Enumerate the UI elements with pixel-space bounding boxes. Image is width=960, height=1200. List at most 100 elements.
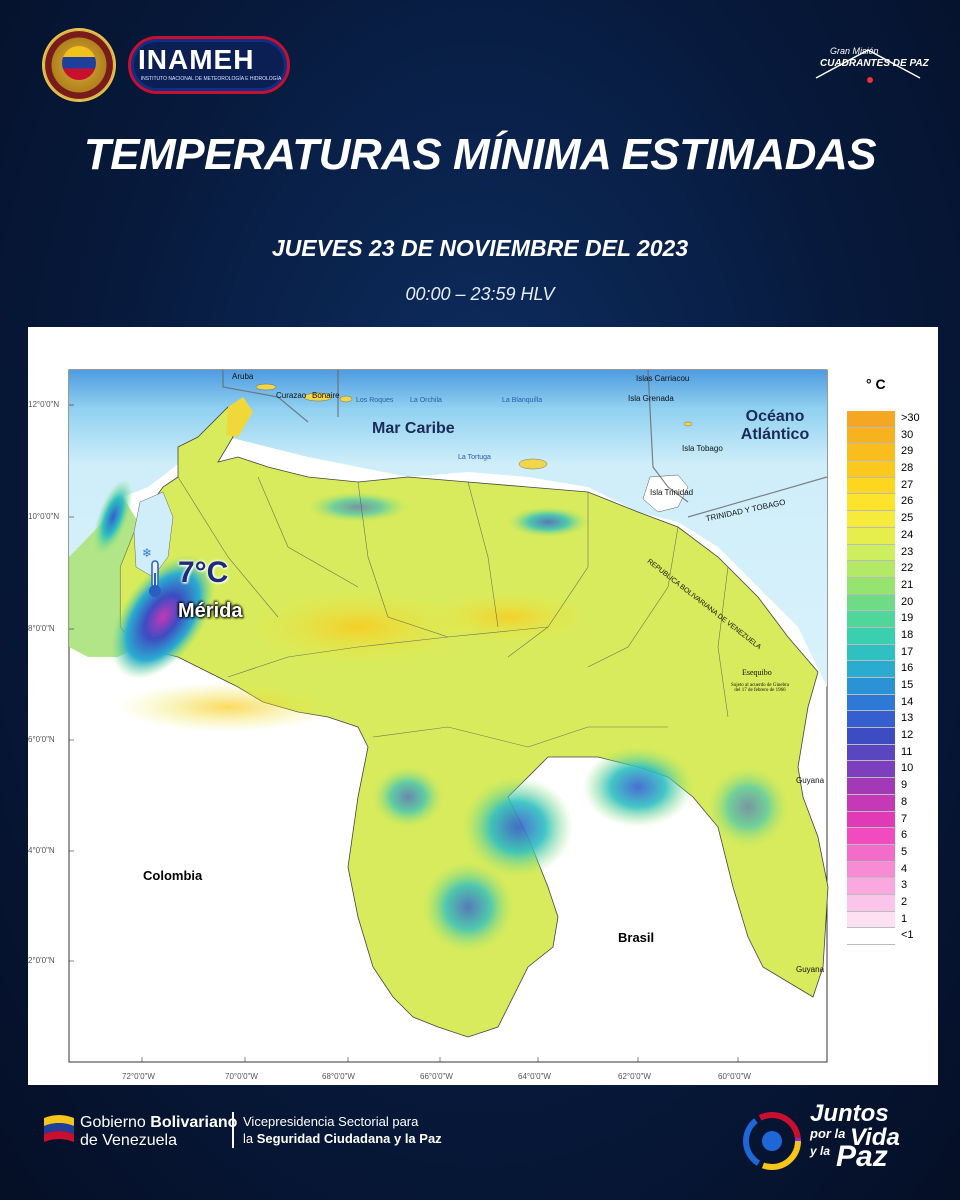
legend-item: 5 [847, 844, 907, 862]
legend-swatch [847, 878, 895, 894]
legend-label: 7 [901, 812, 908, 825]
legend-swatch [847, 461, 895, 477]
temperature-map [68, 369, 829, 1063]
legend-label: <1 [901, 929, 914, 942]
country-label-brasil: Brasil [618, 930, 655, 945]
lon-tick: 60°0'0"W [718, 1072, 751, 1081]
island-label: Isla Tobago [682, 444, 723, 453]
legend-label: 16 [901, 662, 914, 675]
gran-mision-label: Gran Misión [830, 46, 879, 56]
island-label: La Tortuga [458, 454, 491, 461]
page-title: TEMPERATURAS MÍNIMA ESTIMADAS [83, 130, 877, 179]
slogan-juntos: Juntos [810, 1100, 889, 1127]
slogan-vida: Vida [850, 1124, 900, 1151]
legend-item: 9 [847, 778, 907, 795]
legend-item: <1 [847, 928, 914, 945]
legend-label: 6 [901, 829, 908, 842]
forecast-time-range: 00:00 – 23:59 HLV [405, 284, 555, 304]
legend-label: 10 [901, 762, 914, 775]
legend-item: 13 [847, 711, 913, 729]
legend-label: 11 [901, 745, 913, 758]
legend-label: 3 [901, 879, 908, 892]
legend-label: 12 [901, 729, 914, 742]
country-label-guyana: Guyana [796, 776, 825, 785]
slogan-paz: Paz [836, 1140, 888, 1173]
svg-text:❄: ❄ [142, 546, 152, 560]
legend-label: 17 [901, 645, 914, 658]
sea-label-caribe: Mar Caribe [372, 420, 455, 437]
island-label: Aruba [232, 372, 254, 381]
inameh-logo-text: INAMEH [138, 44, 255, 75]
legend-swatch [847, 661, 895, 677]
legend-swatch [847, 728, 895, 744]
legend: >30 30 29 28 27 26 25 24 23 22 21 20 19 18 17 16 15 14 13 1… [847, 411, 920, 945]
slogan-y-la: y la [810, 1144, 831, 1158]
venezuela-flag-icon [44, 1115, 74, 1142]
legend-swatch [847, 711, 895, 728]
legend-swatch [847, 527, 895, 544]
lon-tick: 70°0'0"W [225, 1072, 258, 1081]
country-label-colombia: Colombia [143, 868, 203, 883]
legend-label: 14 [901, 695, 914, 708]
legend-label: >30 [901, 412, 920, 424]
legend-item: 22 [847, 561, 913, 578]
gobierno-label: Gobierno Bolivariano [80, 1114, 238, 1131]
island-label: Los Roques [356, 397, 394, 404]
lat-tick: 8°0'0"N [28, 624, 55, 633]
legend-label: 23 [901, 545, 914, 558]
slogan-por-la: por la [810, 1126, 846, 1141]
legend-swatch [847, 928, 895, 944]
legend-item: 19 [847, 611, 913, 628]
legend-label: 25 [901, 512, 914, 525]
legend-item: 7 [847, 811, 907, 829]
island-label: Isla Trinidad [650, 488, 694, 497]
lat-tick: 10°0'0"N [28, 512, 60, 521]
legend-swatch [847, 894, 895, 911]
country-label-guyana: Guyana [796, 965, 825, 974]
legend-item: 16 [847, 661, 913, 678]
legend-swatch [847, 744, 895, 761]
thermometer-icon: ❄ [142, 546, 161, 597]
legend-swatch [847, 444, 895, 461]
lon-tick: 66°0'0"W [420, 1072, 453, 1081]
cuadrantes-de-paz-logo [815, 49, 921, 83]
legend-item: 28 [847, 461, 913, 478]
legend-label: 15 [901, 679, 914, 691]
legend-item: >30 [847, 411, 920, 428]
legend-item: 10 [847, 761, 913, 779]
legend-swatch [847, 811, 895, 828]
legend-item: 30 [847, 427, 913, 445]
legend-label: 30 [901, 428, 914, 441]
legend-item: 14 [847, 694, 913, 712]
legend-item: 11 [847, 744, 912, 762]
sea-label-atlantico: Océano Atlántico [740, 408, 810, 443]
venezuela-flag-icon [62, 46, 96, 80]
legend-swatch [847, 494, 895, 511]
lon-tick: 62°0'0"W [618, 1072, 651, 1081]
legend-label: 28 [901, 462, 914, 475]
legend-label: 21 [901, 578, 914, 591]
legend-swatch [847, 694, 895, 711]
legend-swatch [847, 644, 895, 661]
legend-swatch [847, 577, 895, 594]
legend-label: 22 [901, 562, 914, 575]
inameh-logo [128, 36, 290, 94]
legend-label: 26 [901, 495, 914, 508]
footer-divider [232, 1112, 234, 1148]
legend-swatch [847, 828, 895, 844]
forecast-date: JUEVES 23 DE NOVIEMBRE DEL 2023 [271, 235, 689, 261]
legend-swatch [847, 678, 895, 694]
vicepresidencia-label: Vicepresidencia Sectorial para [243, 1114, 419, 1129]
legend-label: 5 [901, 845, 908, 858]
min-temp-value: 7°C [178, 556, 229, 589]
gobierno-label-2: de Venezuela [80, 1132, 177, 1149]
legend-item: 23 [847, 544, 913, 562]
vicepresidencia-label-2: la Seguridad Ciudadana y la Paz [243, 1131, 442, 1146]
legend-item: 3 [847, 878, 907, 895]
legend-label: 27 [901, 478, 914, 491]
legend-item: 18 [847, 627, 913, 645]
cuadrantes-label: CUADRANTES DE PAZ [820, 58, 929, 69]
legend-label: 20 [901, 595, 914, 608]
legend-item: 29 [847, 444, 913, 462]
legend-swatch [847, 477, 895, 494]
